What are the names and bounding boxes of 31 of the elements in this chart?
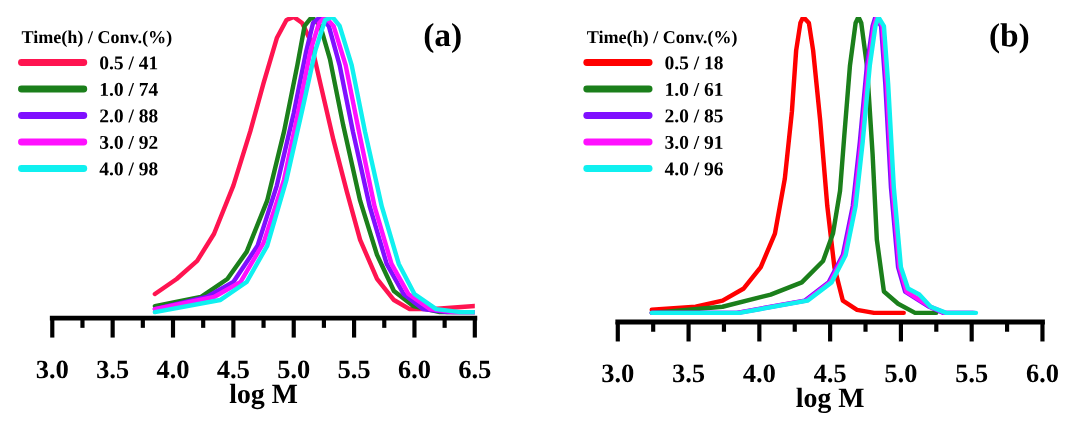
legend-label: 0.5 / 18 [665, 56, 723, 70]
x-tick-label: 3.5 [97, 360, 129, 379]
x-tick-label: 4.5 [217, 360, 249, 379]
legend-label: 3.0 / 91 [665, 135, 723, 150]
legend-label: 3.0 / 92 [100, 135, 158, 150]
legend-label: 4.0 / 98 [99, 162, 158, 176]
legend-label: 4.0 / 96 [664, 162, 723, 176]
x-tick-label: 6.0 [1026, 364, 1058, 383]
chart-title: (a) [424, 22, 461, 54]
x-tick-label: 4.0 [156, 360, 189, 379]
x-tick-label: 3.0 [36, 360, 68, 379]
x-tick-label: 4.0 [743, 364, 775, 383]
legend-label: 1.0 / 61 [666, 82, 723, 97]
x-tick-label: 6.5 [459, 360, 491, 379]
legend-label: 1.0 / 74 [100, 82, 158, 97]
x-tick-label: 3.5 [673, 364, 705, 383]
legend-label: 0.5 / 41 [100, 56, 158, 70]
x-tick-label: 5.5 [338, 360, 370, 379]
legend-label: 2.0 / 88 [100, 109, 158, 123]
x-tick-label: 3.0 [602, 364, 634, 383]
x-tick-label: 5.0 [885, 364, 917, 383]
x-tick-label: 5.5 [956, 364, 988, 383]
x-tick-label: 4.5 [814, 364, 846, 383]
x-tick-label: 6.0 [398, 360, 430, 379]
x-axis-title: log M [229, 383, 298, 410]
legend-label: 2.0 / 85 [665, 109, 723, 123]
x-tick-label: 5.0 [278, 360, 310, 379]
legend-title: Time(h) / Conv.(%) [21, 30, 172, 47]
legend-title: Time(h) / Conv.(%) [587, 30, 737, 47]
chart-title: (b) [990, 23, 1029, 54]
x-axis-title: log M [796, 387, 864, 414]
